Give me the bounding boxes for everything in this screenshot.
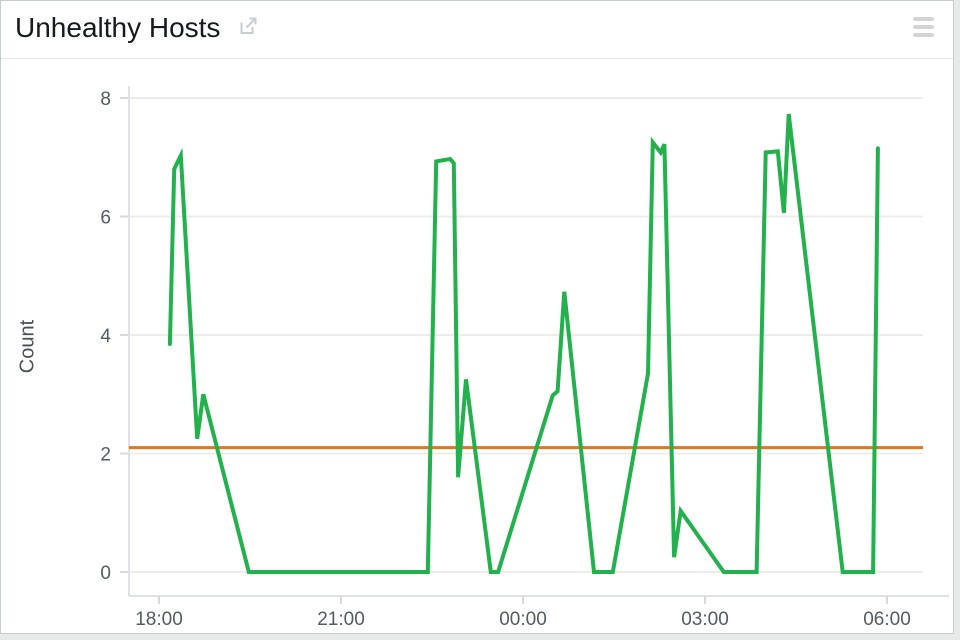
menu-bar-icon (913, 33, 934, 37)
chart-area: 0 2 4 6 8 18:00 21:00 00:00 03:00 06:00 Count (1, 59, 953, 632)
x-tick-label: 00:00 (499, 609, 547, 630)
x-tick-label: 03:00 (681, 609, 729, 630)
menu-bar-icon (913, 17, 934, 21)
widget-menu-button[interactable] (913, 16, 935, 38)
widget-header: Unhealthy Hosts (1, 1, 953, 59)
series-line (167, 113, 880, 574)
x-tick-label: 18:00 (135, 609, 183, 630)
y-tick-label: 0 (100, 563, 111, 584)
y-tick-label: 8 (100, 89, 111, 110)
menu-bar-icon (913, 25, 934, 29)
x-tick-label: 06:00 (863, 609, 911, 630)
x-tick-label: 21:00 (317, 609, 365, 630)
widget-title: Unhealthy Hosts (15, 12, 221, 43)
y-tick-label: 2 (100, 445, 111, 466)
line-chart: 0 2 4 6 8 18:00 21:00 00:00 03:00 06:00 (100, 86, 949, 630)
y-tick-label: 6 (100, 208, 111, 229)
external-link-icon[interactable] (237, 15, 259, 42)
y-tick-label: 4 (100, 326, 111, 347)
